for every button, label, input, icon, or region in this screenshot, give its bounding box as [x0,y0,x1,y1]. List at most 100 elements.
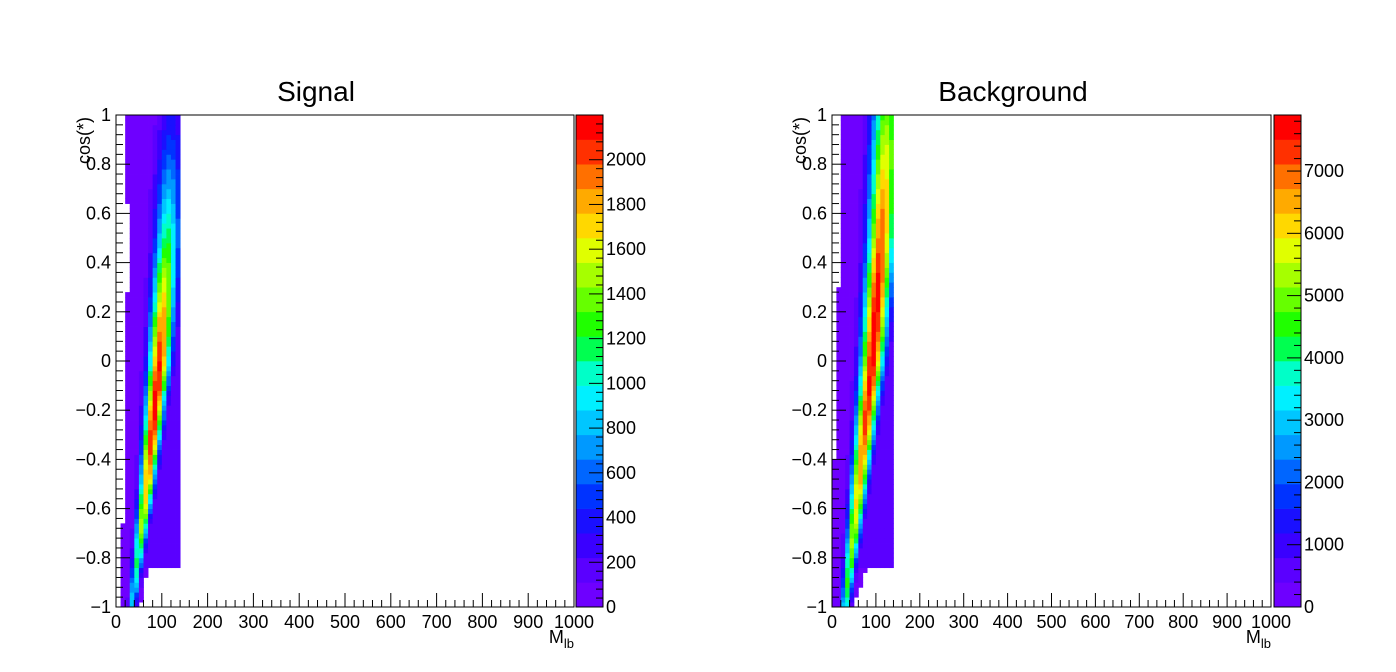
heatmap-cell [157,498,163,505]
heatmap-cell [836,597,842,603]
heatmap-cell [157,528,163,534]
heatmap-cell [871,410,877,416]
heatmap-cell [138,592,144,598]
heatmap-cell [867,306,872,313]
heatmap-cell [871,178,877,185]
heatmap-cell [871,380,877,386]
heatmap-cell [125,356,131,362]
heatmap-cell [875,218,881,224]
heatmap-cell [845,464,850,470]
heatmap-cell [166,277,172,283]
heatmap-cell [129,415,135,421]
heatmap-cell [157,272,163,278]
heatmap-cell [129,444,135,450]
heatmap-cell [853,316,859,323]
heatmap-cell [853,503,859,509]
heatmap-cell [858,562,864,569]
heatmap-cell [129,306,135,313]
heatmap-cell [148,380,154,386]
heatmap-cell [884,493,890,500]
heatmap-cell [166,547,172,554]
heatmap-cell [875,228,881,234]
heatmap-cell [853,262,859,268]
heatmap-cell [125,557,131,564]
heatmap-cell [867,503,872,509]
heatmap-cell [880,242,886,249]
heatmap-cell [880,203,886,209]
heatmap-cell [840,326,846,332]
heatmap-cell [832,592,837,598]
heatmap-cell [143,429,149,436]
heatmap-cell [845,444,850,450]
z-tick-label: 7000 [1304,161,1344,181]
heatmap-cell [170,257,176,263]
heatmap-cell [175,528,181,534]
heatmap-cell [148,434,154,441]
heatmap-cell [836,351,842,357]
heatmap-cell [166,528,172,534]
heatmap-cell [129,370,135,377]
heatmap-cell [138,361,144,367]
heatmap-cell [884,385,890,391]
heatmap-cell [867,188,872,195]
heatmap-cell [853,464,859,470]
heatmap-cell [143,208,149,214]
palette-band [1274,385,1301,411]
heatmap-cell [152,262,158,268]
heatmap-cell [867,444,872,450]
heatmap-cell [138,331,144,337]
heatmap-cell [134,380,140,386]
heatmap-cell [875,484,881,490]
heatmap-cell [170,547,176,554]
heatmap-cell [849,572,855,578]
heatmap-cell [129,242,135,249]
heatmap-cell [143,306,149,313]
heatmap-cell [849,415,855,421]
heatmap-cell [129,282,135,288]
heatmap-cell [889,444,894,450]
y-tick-label: 0.2 [802,302,827,322]
heatmap-cell [880,444,886,450]
heatmap-cell [152,223,158,229]
palette-band [1274,188,1301,214]
heatmap-cell [832,582,837,588]
heatmap-cell [134,469,140,475]
x-tick-label: 800 [1168,612,1198,632]
heatmap-cell [853,385,859,391]
heatmap-cell [157,306,163,313]
heatmap-cell [884,439,890,446]
heatmap-cell [148,336,154,342]
heatmap-cell [867,518,872,524]
heatmap-cell [849,287,855,293]
heatmap-cell [129,277,135,283]
heatmap-cell [875,272,881,278]
heatmap-cell [889,508,894,514]
heatmap-cell [170,321,176,327]
heatmap-cell [836,523,842,529]
heatmap-cell [125,316,131,323]
heatmap-cell [832,513,837,519]
heatmap-cell [840,346,846,352]
heatmap-cell [175,331,181,337]
heatmap-cell [166,444,172,450]
heatmap-cell [849,577,855,583]
heatmap-cell [129,252,135,259]
heatmap-cell [832,459,837,465]
heatmap-cell [134,572,140,578]
heatmap-cell [858,538,864,544]
heatmap-cell [157,454,163,460]
heatmap-cell [170,424,176,431]
heatmap-cell [858,351,864,357]
heatmap-cell [138,528,144,534]
heatmap-cell [853,439,859,446]
heatmap-cell [840,213,846,219]
heatmap-cell [148,484,154,490]
heatmap-cell [134,311,140,318]
heatmap-cell [129,198,135,204]
heatmap-cell [152,124,158,131]
heatmap-cell [129,351,135,357]
heatmap-cell [889,405,894,411]
heatmap-cell [853,513,859,519]
heatmap-cell [134,139,140,145]
heatmap-cell [862,124,868,131]
